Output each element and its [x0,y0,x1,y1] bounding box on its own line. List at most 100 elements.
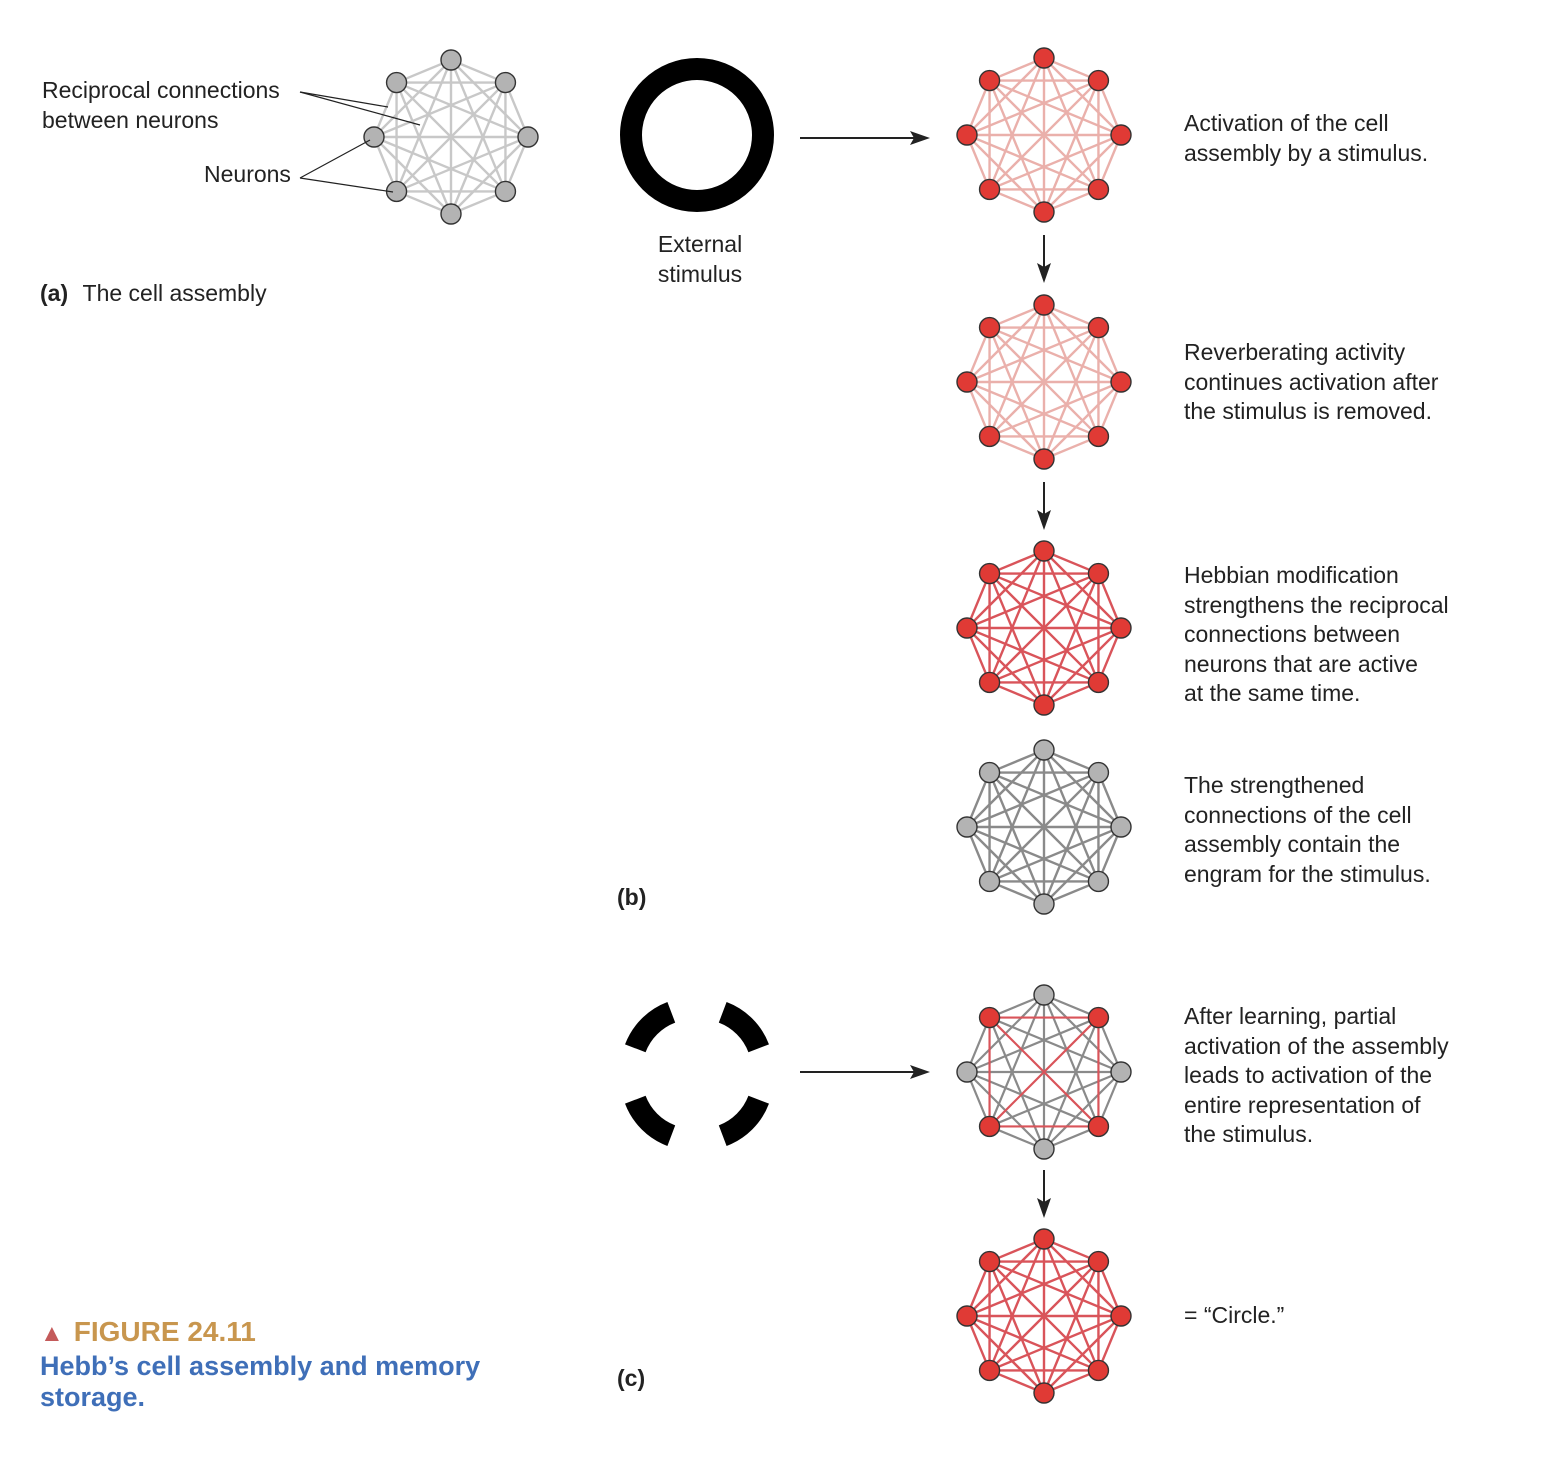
connection [988,326,1100,438]
figure-title: Hebb’s cell assembly and memory storage. [40,1351,481,1412]
step-b1-text: Activation of the cell assembly by a sti… [1184,110,1429,166]
neuron [1087,870,1110,893]
panel-a-letter: (a) [40,280,69,306]
step-b3-text: Hebbian modification strengthens the rec… [1184,562,1449,706]
neuron [1110,816,1132,838]
neuron [978,761,1001,784]
neuron [1033,893,1055,915]
stimulus-partial-circle [625,1002,769,1146]
neuron-active [978,425,1001,448]
cell-assembly-b4 [956,739,1132,915]
step-b4-text: The strengthened connections of the cell… [1184,772,1431,887]
connection [988,573,1046,706]
cell-assembly-b3 [956,540,1132,716]
connection [988,1260,1100,1372]
neuron-active [1087,425,1110,448]
stimulus-full-circle [620,58,774,212]
step-b2-text: Reverberating activity continues activat… [1184,339,1439,424]
neuron-active [1033,694,1055,716]
neuron [440,49,462,71]
neuron [494,71,517,94]
connection [989,1260,1122,1318]
cell-assembly-c2 [956,1228,1132,1404]
neuron-active [956,1305,978,1327]
connection [989,572,1122,630]
neuron-active [1033,1228,1055,1250]
neuron-active [1033,448,1055,470]
assemblies-layer [363,47,1132,1404]
connection [989,771,1122,829]
neuron [1033,1138,1055,1160]
arrow-c1-to-c2 [1037,1170,1051,1218]
neuron-active [1033,540,1055,562]
connection [988,771,1100,883]
neuron-active [1110,371,1132,393]
neuron-active [978,1115,1001,1138]
neuron-active [956,617,978,639]
connection [396,81,529,139]
panel-c-letter: (c) [617,1365,646,1391]
neuron-active [1033,1382,1055,1404]
neuron [385,71,408,94]
neuron-active [1087,1115,1110,1138]
connection [988,772,1046,905]
neuron-active [978,1006,1001,1029]
triangle-up-icon: ▲ [40,1320,64,1347]
neuron-active [1087,562,1110,585]
neuron-active [1087,178,1110,201]
label-reciprocal-connections: Reciprocal connections between neurons [42,77,280,133]
connection [373,136,452,215]
cell-assembly-a [363,49,539,225]
step-c1-text: After learning, partial activation of th… [1184,1003,1449,1147]
cell-assembly-b2 [956,294,1132,470]
leader-lines [299,91,421,193]
neuron [363,126,385,148]
neuron-active [978,316,1001,339]
neuron [956,816,978,838]
connection [966,627,1045,706]
neuron-active [978,562,1001,585]
neuron-active [1110,124,1132,146]
neuron [1033,739,1055,761]
neuron [440,203,462,225]
neuron-active [1087,671,1110,694]
figure-number: ▲ FIGURE 24.11 [40,1316,256,1347]
connection [988,327,1046,460]
neuron-active [1033,201,1055,223]
connection [989,326,1122,384]
panel-a-title: The cell assembly [82,280,267,306]
connection [988,1016,1100,1128]
panel-a-caption: (a) The cell assembly [40,279,267,309]
stimulus-label: External stimulus [657,231,743,287]
arrow-b1-to-b2 [1037,235,1051,283]
connection [966,826,1045,905]
panel-b-letter: (b) [617,884,647,910]
neuron-active [1110,617,1132,639]
neuron [517,126,539,148]
connection [966,134,1045,213]
neuron-active [978,69,1001,92]
neuron-active [1087,1006,1110,1029]
connection [966,381,1045,460]
connection [966,1315,1045,1394]
step-c2-text: = “Circle.” [1184,1302,1285,1328]
neuron [978,870,1001,893]
neuron-active [1110,1305,1132,1327]
connection [989,79,1122,137]
neuron [1110,1061,1132,1083]
neuron-active [956,124,978,146]
neuron-active [956,371,978,393]
neuron-active [1033,294,1055,316]
connection [395,81,507,193]
connection [988,1261,1046,1394]
neuron [956,1061,978,1083]
connection [988,80,1046,213]
neuron [494,180,517,203]
connection [988,572,1100,684]
label-neurons: Neurons [204,161,291,187]
neuron-active [978,1250,1001,1273]
neuron-active [1087,316,1110,339]
arrow-stimulus-to-b1 [800,131,930,145]
neuron [1087,761,1110,784]
